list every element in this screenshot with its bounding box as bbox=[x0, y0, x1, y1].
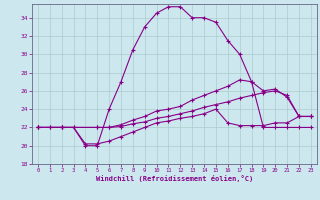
X-axis label: Windchill (Refroidissement éolien,°C): Windchill (Refroidissement éolien,°C) bbox=[96, 175, 253, 182]
